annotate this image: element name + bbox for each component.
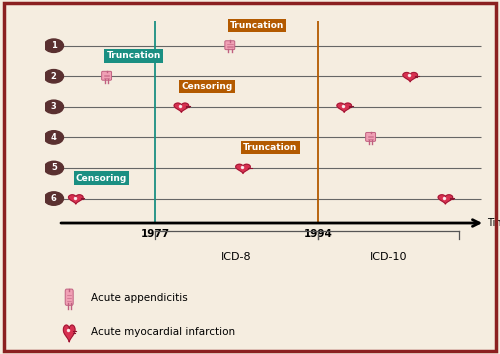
Text: 3: 3 [51,102,57,112]
FancyBboxPatch shape [102,71,112,80]
Polygon shape [337,103,351,112]
Text: 5: 5 [51,164,57,172]
Text: Censoring: Censoring [182,82,232,91]
Polygon shape [403,73,417,82]
Text: Truncation: Truncation [106,51,161,61]
Text: 4: 4 [51,133,57,142]
Text: Truncation: Truncation [230,21,284,30]
Circle shape [44,192,64,205]
Text: 1: 1 [51,41,57,50]
Polygon shape [174,103,188,112]
Text: Time: Time [487,218,500,228]
Text: 2: 2 [51,72,57,81]
Circle shape [44,69,64,83]
Text: ICD-8: ICD-8 [221,252,252,262]
Polygon shape [438,195,452,204]
Circle shape [44,100,64,114]
Text: 1977: 1977 [140,229,170,239]
Text: 1994: 1994 [304,229,332,239]
Text: 6: 6 [51,194,57,203]
Text: Acute myocardial infarction: Acute myocardial infarction [91,327,236,337]
FancyBboxPatch shape [225,41,235,50]
Circle shape [44,39,64,52]
Polygon shape [236,164,250,173]
Text: ICD-10: ICD-10 [370,252,407,262]
Text: Censoring: Censoring [76,174,127,183]
FancyBboxPatch shape [366,132,376,141]
Polygon shape [68,195,83,204]
Text: Truncation: Truncation [243,143,298,152]
Circle shape [44,161,64,175]
Text: Acute appendicitis: Acute appendicitis [91,293,188,303]
FancyBboxPatch shape [65,289,73,306]
Polygon shape [64,325,75,342]
Circle shape [44,131,64,144]
